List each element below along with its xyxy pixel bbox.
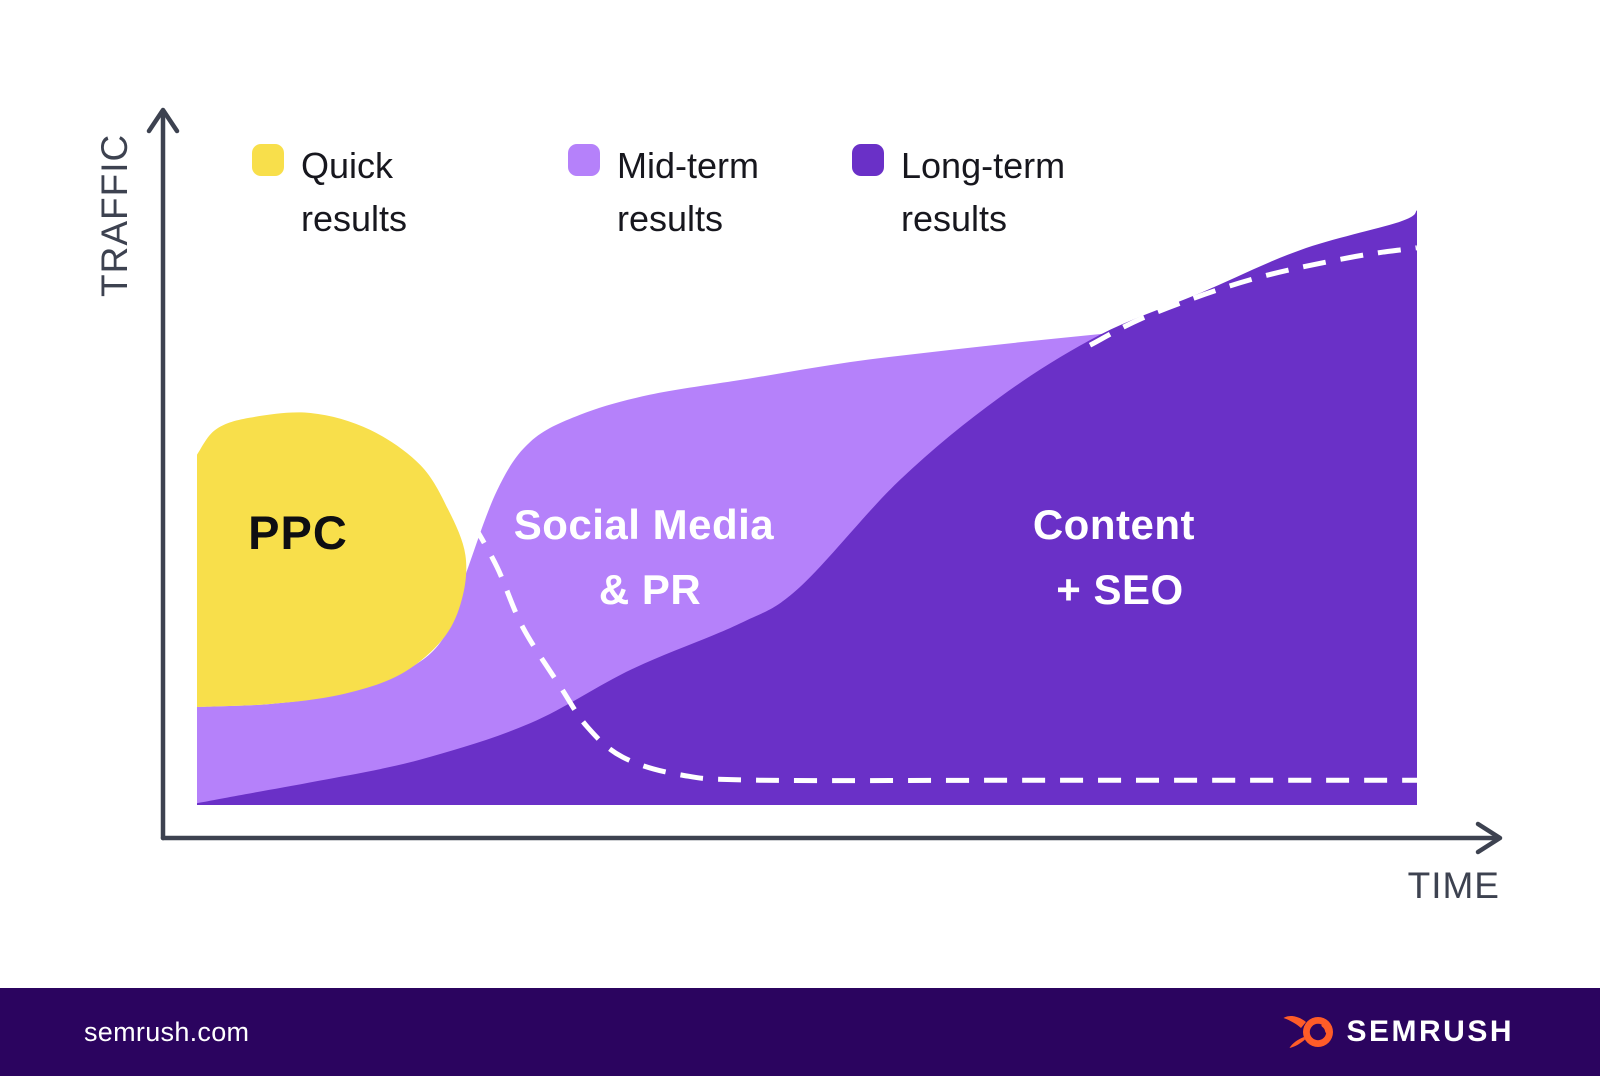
- traffic-time-chart: TRAFFIC TIME PPC Social Media & PR Conte…: [94, 107, 1503, 906]
- x-axis: TIME: [160, 821, 1503, 906]
- chart-dashed-guides: [470, 245, 1418, 784]
- legend-item-quick-results: Quick results: [252, 140, 486, 245]
- legend-label-quick-results: Quick results: [301, 145, 408, 239]
- guide-seo-growth-dashed: [1088, 245, 1418, 348]
- area-label-ppc: PPC: [248, 506, 348, 559]
- area-label-social-media-pr-line1: Social Media: [514, 501, 775, 548]
- semrush-logo: SEMRUSH: [1282, 1011, 1514, 1053]
- legend-label-mid-term-results: Mid-term results: [617, 145, 759, 239]
- area-label-content-seo-line2: + SEO: [1056, 566, 1183, 613]
- legend-swatch-quick-results: [252, 144, 284, 176]
- footer-site-url: semrush.com: [84, 1016, 250, 1047]
- legend-item-mid-term-results: Mid-term results: [568, 140, 802, 245]
- area-label-content-seo-line1: Content: [1033, 501, 1195, 548]
- footer-bar: semrush.com SEMRUSH: [0, 988, 1600, 1076]
- chart-areas: [197, 210, 1417, 806]
- legend-swatch-mid-term-results: [568, 144, 600, 176]
- area-label-social-media-pr-line2: & PR: [599, 566, 701, 613]
- area-ppc: [197, 412, 467, 707]
- area-content-seo: [197, 210, 1417, 806]
- y-axis: TRAFFIC: [94, 107, 180, 841]
- x-axis-arrowhead-icon: [1475, 821, 1503, 855]
- legend-swatch-long-term-results: [852, 144, 884, 176]
- semrush-comet-icon: [1283, 1016, 1334, 1048]
- legend-item-long-term-results: Long-term results: [852, 140, 1086, 245]
- semrush-logo-text: SEMRUSH: [1346, 1015, 1514, 1048]
- guide-ppc-decline-dashed: [470, 521, 1417, 784]
- y-axis-arrowhead-icon: [146, 107, 180, 134]
- area-label-social-media-pr: Social Media & PR: [514, 501, 787, 613]
- area-label-content-seo: Content + SEO: [1033, 501, 1207, 613]
- y-axis-title: TRAFFIC: [94, 134, 135, 297]
- legend-label-long-term-results: Long-term results: [901, 145, 1066, 239]
- x-axis-title: TIME: [1408, 865, 1500, 906]
